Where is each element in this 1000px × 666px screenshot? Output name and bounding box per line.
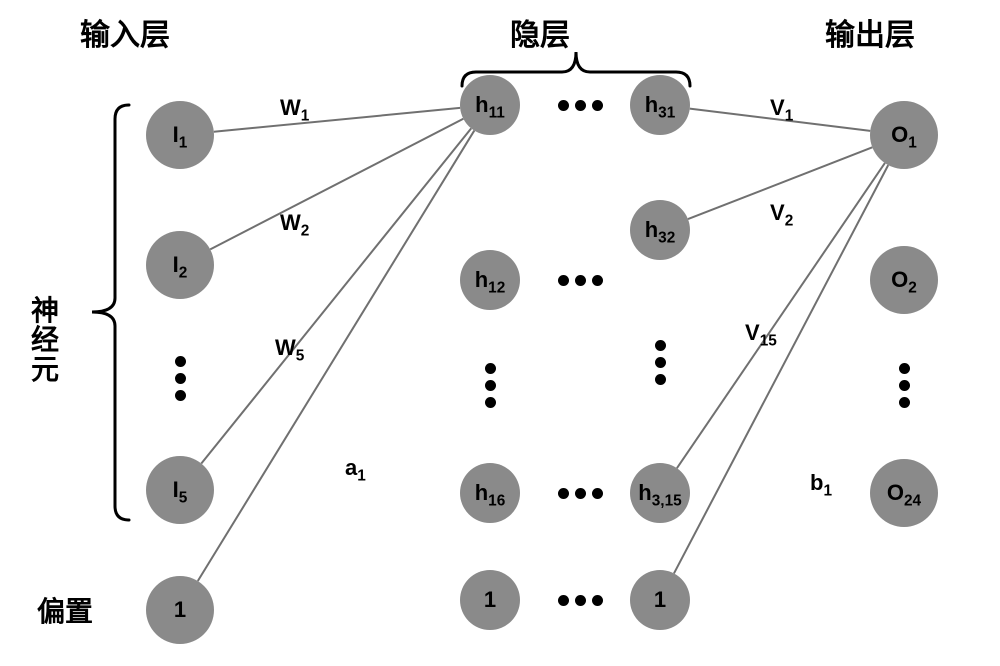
edge-label: W1: [280, 95, 309, 121]
layer-title: 输出层: [825, 10, 915, 54]
neuron-node: h32: [630, 200, 690, 260]
neuron-node: h31: [630, 75, 690, 135]
layer-title: 输入层: [80, 10, 170, 54]
ellipsis-dots: [558, 488, 603, 499]
neuron-node: I1: [146, 101, 214, 169]
neuron-node: h11: [460, 75, 520, 135]
neuron-node: I2: [146, 231, 214, 299]
neuron-node: O2: [870, 246, 938, 314]
neuron-node: I5: [146, 456, 214, 524]
edge: [214, 108, 460, 132]
edge-label: W5: [275, 335, 304, 361]
edge: [674, 165, 888, 573]
neuron-node: 1: [146, 576, 214, 644]
side-label: 神经元: [29, 296, 61, 384]
ellipsis-dots: [558, 100, 603, 111]
ellipsis-dots: [558, 275, 603, 286]
neuron-node: h3,15: [630, 463, 690, 523]
edge-label: V2: [770, 200, 793, 226]
edge: [198, 131, 475, 581]
layer-title: 隐层: [510, 10, 570, 54]
side-label: 偏置: [37, 590, 93, 630]
ellipsis-dots: [175, 356, 186, 401]
ellipsis-dots: [558, 595, 603, 606]
edge-label: V1: [770, 95, 793, 121]
neuron-node: h12: [460, 250, 520, 310]
neuron-node: O24: [870, 459, 938, 527]
edge-label: V15: [745, 320, 777, 346]
edge: [201, 128, 471, 463]
neuron-node: 1: [630, 570, 690, 630]
edge-label: a1: [345, 455, 366, 481]
ellipsis-dots: [655, 340, 666, 385]
nn-diagram: 输入层 隐层 输出层神经元偏置 I1 I2 I5 1 h11 h12 h16 1 h31 h32 h3,1…: [0, 0, 1000, 666]
edge-label: W2: [280, 210, 309, 236]
neuron-node: O1: [870, 101, 938, 169]
neuron-node: h16: [460, 463, 520, 523]
ellipsis-dots: [899, 363, 910, 408]
edge-label: b1: [810, 470, 832, 496]
ellipsis-dots: [485, 363, 496, 408]
edge: [210, 119, 463, 250]
neuron-node: 1: [460, 570, 520, 630]
